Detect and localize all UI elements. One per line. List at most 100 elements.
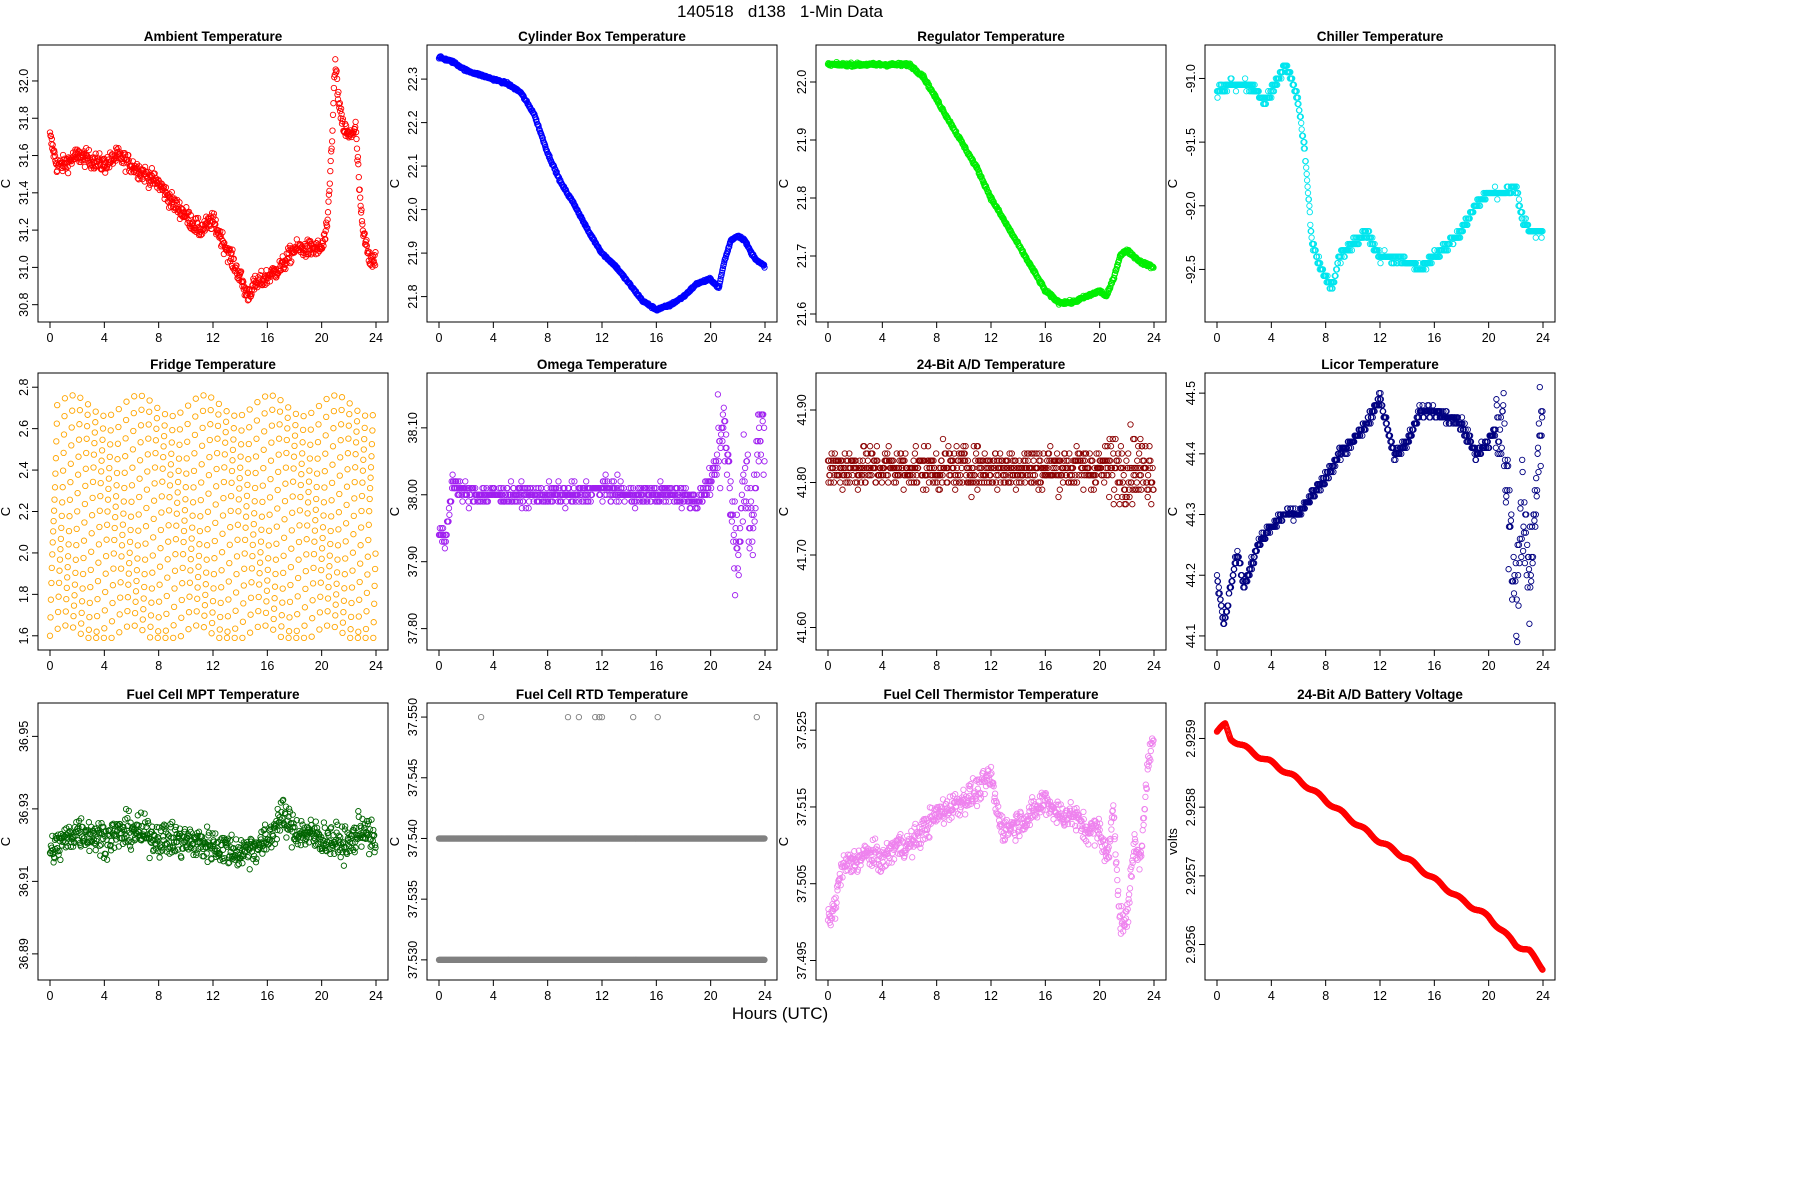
data-point <box>191 450 198 457</box>
data-point <box>59 484 66 491</box>
x-tick-label: 16 <box>1427 331 1441 345</box>
data-point <box>270 605 278 612</box>
data-point <box>885 479 892 486</box>
data-point <box>226 559 233 567</box>
data-point <box>331 392 338 399</box>
data-point <box>149 569 156 576</box>
data-point <box>172 536 180 543</box>
x-tick-label: 0 <box>1214 331 1221 345</box>
data-point <box>347 613 355 621</box>
data-point <box>292 410 300 418</box>
data-point <box>77 630 84 637</box>
data-point <box>323 622 331 629</box>
data-point <box>102 552 110 560</box>
data-point <box>234 536 241 543</box>
data-point <box>232 625 239 632</box>
y-axis-label: C <box>1165 179 1180 188</box>
data-point <box>83 435 90 442</box>
data-point <box>311 538 318 545</box>
data-point <box>92 419 99 426</box>
data-point <box>279 585 286 592</box>
data-point <box>347 626 354 633</box>
data-point <box>201 602 209 609</box>
y-tick-label: 41.80 <box>795 467 809 498</box>
data-point <box>224 628 231 635</box>
data-point <box>315 402 323 410</box>
panel-title: Regulator Temperature <box>917 29 1065 44</box>
y-tick-label: 2.2 <box>17 503 31 520</box>
data-point <box>366 508 373 515</box>
x-tick-label: 4 <box>879 331 886 345</box>
data-point <box>367 464 375 471</box>
data-point <box>93 628 100 635</box>
data-point <box>52 470 59 477</box>
y-tick-label: 41.70 <box>795 539 809 570</box>
data-point <box>230 436 237 443</box>
data-point <box>351 478 358 486</box>
data-point <box>678 505 685 512</box>
data-point <box>171 206 178 214</box>
data-point <box>306 467 313 474</box>
data-point <box>247 611 254 618</box>
data-point <box>132 598 139 605</box>
y-tick-label: 41.90 <box>795 394 809 425</box>
data-point <box>225 578 232 585</box>
data-point <box>346 410 353 418</box>
data-point <box>107 411 115 418</box>
data-point <box>106 453 113 461</box>
data-point <box>227 507 234 515</box>
data-point <box>174 489 181 496</box>
data-point <box>113 469 121 477</box>
data-point <box>155 614 162 621</box>
data-point <box>208 619 216 627</box>
data-point <box>176 441 183 448</box>
data-point <box>126 559 133 567</box>
data-point <box>325 198 332 205</box>
data-point <box>133 577 140 585</box>
data-point <box>256 559 264 566</box>
data-point <box>326 180 333 187</box>
data-point <box>150 497 158 504</box>
data-point <box>155 598 163 605</box>
data-point <box>51 149 58 156</box>
data-point <box>127 513 135 520</box>
data-point <box>1306 202 1313 209</box>
data-point <box>264 566 271 574</box>
x-tick-label: 8 <box>544 659 551 673</box>
data-point <box>933 450 940 457</box>
x-tick-label: 8 <box>544 331 551 345</box>
data-point <box>183 455 190 462</box>
data-point <box>206 218 213 225</box>
data-point <box>257 538 265 545</box>
data-point <box>320 512 327 519</box>
data-point <box>320 499 328 506</box>
data-point <box>84 401 92 408</box>
data-point <box>363 589 371 597</box>
data-point <box>290 453 298 460</box>
data-point <box>75 436 83 443</box>
data-point <box>340 608 347 616</box>
data-point <box>760 471 767 478</box>
data-point <box>974 486 981 493</box>
y-tick-label: 21.8 <box>406 284 420 308</box>
data-point <box>111 536 118 544</box>
y-tick-label: 30.8 <box>17 292 31 316</box>
data-point <box>222 418 230 425</box>
data-point <box>278 612 285 619</box>
data-point <box>213 449 221 457</box>
data-point <box>85 634 92 642</box>
data-point <box>202 581 209 588</box>
data-point <box>112 157 119 164</box>
data-point <box>54 608 62 616</box>
data-point <box>353 135 360 143</box>
data-point <box>337 437 344 444</box>
data-point <box>161 422 168 429</box>
data-point <box>304 499 312 506</box>
data-point <box>286 614 293 621</box>
data-point <box>80 537 88 544</box>
data-point <box>885 443 892 450</box>
data-point <box>147 623 154 630</box>
data-point <box>366 495 373 503</box>
data-point <box>740 471 747 478</box>
data-point <box>205 471 213 479</box>
